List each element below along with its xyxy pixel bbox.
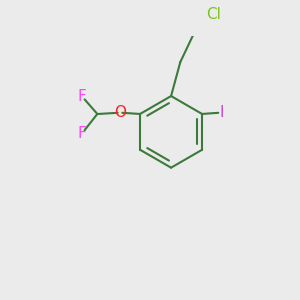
Text: O: O: [114, 105, 126, 120]
Text: I: I: [219, 105, 224, 120]
Text: F: F: [78, 126, 87, 141]
Text: Cl: Cl: [206, 7, 220, 22]
Text: F: F: [78, 89, 87, 104]
